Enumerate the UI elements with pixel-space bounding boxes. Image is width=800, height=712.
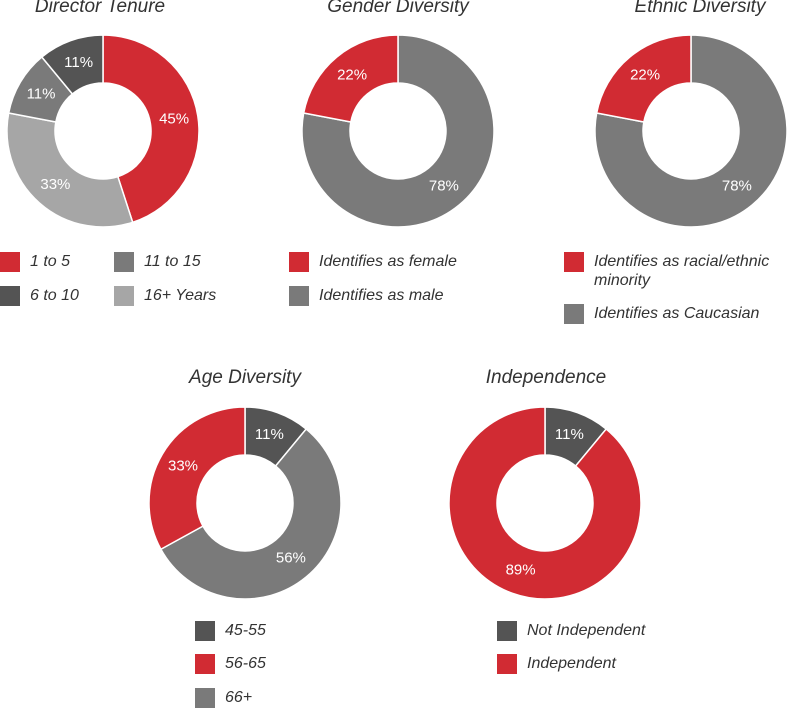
legend-label: 66+ [225,689,253,706]
legend-swatch [114,252,134,272]
slice-1-to-5 [102,34,200,224]
legend-item: 56-65 [195,654,266,674]
slice-identifies-as-female [302,34,399,123]
legend-item: Not Independent [497,621,645,641]
legend-swatch [564,304,584,324]
legend-label: Identifies as racial/ethnic minority [594,253,770,289]
slice-identifies-as-male [301,34,495,228]
donut-independence: 11% 89% [448,406,642,600]
legend-swatch [564,252,584,272]
slice-label-1-to-5: 45% [159,111,189,128]
legend-item: 66+ [195,688,252,708]
slice-identifies-as-racial-ethnic-minority [595,34,692,123]
legend-swatch [195,621,215,641]
slice-label-6-to-10: 11% [64,54,93,71]
legend-label: 11 to 15 [144,253,201,270]
legend-swatch [497,654,517,674]
slice-label-identifies-as-caucasian: 78% [722,177,752,194]
slice-label-66: 56% [276,549,306,566]
donut-gender-diversity: 78% 22% [301,34,495,228]
slice-label-45-55: 11% [255,426,284,443]
legend-label: Independent [527,655,616,672]
legend-item: 11 to 15 [114,252,201,272]
donut-ethnic-diversity: 78% 22% [594,34,788,228]
slice-label-56-65: 33% [168,457,198,474]
legend-swatch [0,252,20,272]
slice-label-identifies-as-racial-ethnic-minority: 22% [630,66,660,83]
legend-item: Identifies as female [289,252,457,272]
legend-item: Identifies as male [289,286,444,306]
legend-swatch [289,252,309,272]
legend-label: Identifies as male [319,287,444,304]
slice-label-16-years: 33% [40,176,70,193]
legend-item: 45-55 [195,621,266,641]
slice-66 [159,427,342,600]
legend-swatch [497,621,517,641]
legend-item: Identifies as racial/ethnic minority [564,252,794,290]
legend-label: 56-65 [225,655,266,672]
slice-label-identifies-as-female: 22% [337,66,367,83]
legend-label: 6 to 10 [30,287,79,304]
legend-swatch [114,286,134,306]
legend-swatch [0,286,20,306]
legend-label: 45-55 [225,622,266,639]
slice-6-to-10 [40,34,104,96]
slice-identifies-as-caucasian [594,34,788,228]
legend-item: 6 to 10 [0,286,79,306]
legend-swatch [195,688,215,708]
donut-age-diversity: 11% 56% 33% [148,406,342,600]
legend-item: Independent [497,654,616,674]
donut-director-tenure: 45% 33% 11% 11% [6,34,200,228]
chart-title: Gender Diversity [327,0,469,17]
chart-title: Independence [485,367,607,388]
legend-label: 16+ Years [144,287,217,304]
slice-independent [448,406,642,600]
legend-item: 16+ Years [114,286,216,306]
legend-label: Identifies as Caucasian [594,305,760,322]
slice-label-not-independent: 11% [555,426,584,443]
chart-title: Ethnic Diversity [634,0,766,17]
chart-title: Age Diversity [189,367,301,388]
slice-label-independent: 89% [506,562,536,579]
slice-16-years [6,112,134,228]
legend-label: Not Independent [527,622,646,639]
slice-56-65 [148,406,246,551]
legend-item: 1 to 5 [0,252,70,272]
slice-label-11-to-15: 11% [27,85,56,102]
legend-label: 1 to 5 [30,253,71,270]
slice-label-identifies-as-male: 78% [429,177,459,194]
legend-swatch [289,286,309,306]
legend-label: Identifies as female [319,253,457,270]
chart-title: Director Tenure [34,0,166,17]
legend-item: Identifies as Caucasian [564,304,759,324]
legend-swatch [195,654,215,674]
